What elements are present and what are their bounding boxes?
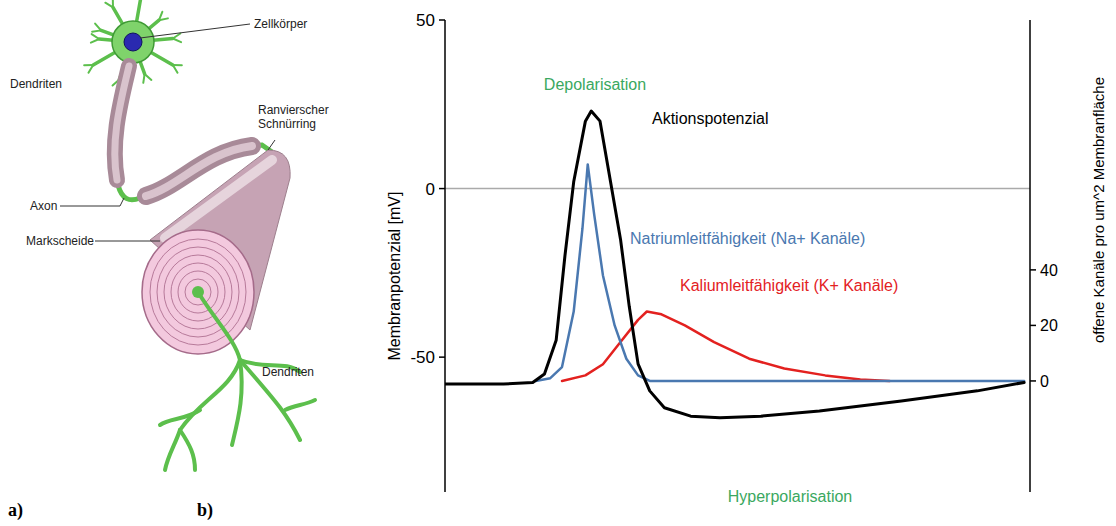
y-tick [439,188,445,190]
dendrite [91,39,99,43]
dendrite [232,360,242,445]
y-axis [444,20,446,492]
diagram-label: Dendriten [10,77,62,91]
y2-tick-label: 20 [1040,317,1058,334]
dendrite [145,74,152,80]
dendrite [180,430,195,470]
chart: -50 0 50 0 20 40 Membranpotenzial [mV] offene K… [386,11,1107,505]
dendrite [143,74,144,83]
diagram-label: Zellkörper [254,17,307,31]
y-tick-label: 0 [426,180,435,199]
series-label: Kaliumleitfähigkeit (K+ Kanäle) [680,277,898,294]
label-line: Schnürring [258,117,316,131]
series-label: Natriumleitfähigkeit (Na+ Kanäle) [630,230,865,247]
annotation: Depolarisation [544,76,646,93]
y-tick-label: -50 [410,348,435,367]
series-line [562,312,890,381]
y-axis-title: Membranpotenzial [mV] [386,192,403,361]
y2-tick [1030,325,1036,327]
dendrite [159,12,162,20]
dendrite [173,64,182,66]
y2-axis-title: offene Kanäle pro um^2 Membranfläche [1090,77,1107,343]
dendrite [173,65,178,73]
dendrite [105,3,113,8]
label-line: Ranvierscher [258,103,329,117]
y2-tick [1030,380,1036,382]
nucleus [124,33,142,51]
y-tick [439,356,445,358]
dendrite [173,34,180,39]
dendrite [173,39,181,43]
y2-axis [1029,20,1031,492]
leader-line [95,241,160,242]
dendrite [92,34,99,39]
leader-line [268,140,275,150]
series-label: Aktionspotenzial [652,110,769,127]
reference-line [445,188,1030,190]
y-tick-label: 50 [416,11,435,30]
dendrite [160,410,200,425]
annotation: Hyperpolarisation [728,488,853,505]
y2-tick-label: 0 [1040,373,1049,390]
y-tick [439,19,445,21]
panel-letter: b) [197,500,213,521]
soma [112,21,154,63]
dendrite [180,360,240,430]
myelin-segment [115,66,129,180]
series-line [445,111,1024,418]
plot-area [445,111,1024,418]
y2-tick [1030,269,1036,271]
leader-line [60,198,124,206]
figure: a) b) Zellkörper Dendriten RanvierscherSchnü… [0,0,1116,526]
diagram-label: Dendriten [262,365,314,379]
dendrite [285,400,315,410]
diagram-label: RanvierscherSchnürring [258,103,329,131]
dendrite [92,30,101,31]
diagram-label: Axon [30,199,57,213]
diagram-label: Markscheide [26,234,94,248]
dendrite [88,65,93,73]
myelin-highlight [165,160,272,238]
dendrite [95,24,101,31]
neuron-diagram: Zellkörper Dendriten RanvierscherSchnürrin… [10,0,329,470]
dendrite [165,430,180,470]
dendrite [198,292,240,360]
leader-line [140,24,250,38]
series-line [536,164,1024,381]
y2-tick-label: 40 [1040,262,1058,279]
myelin-highlight [115,66,129,180]
panel-letter: a) [8,500,23,521]
